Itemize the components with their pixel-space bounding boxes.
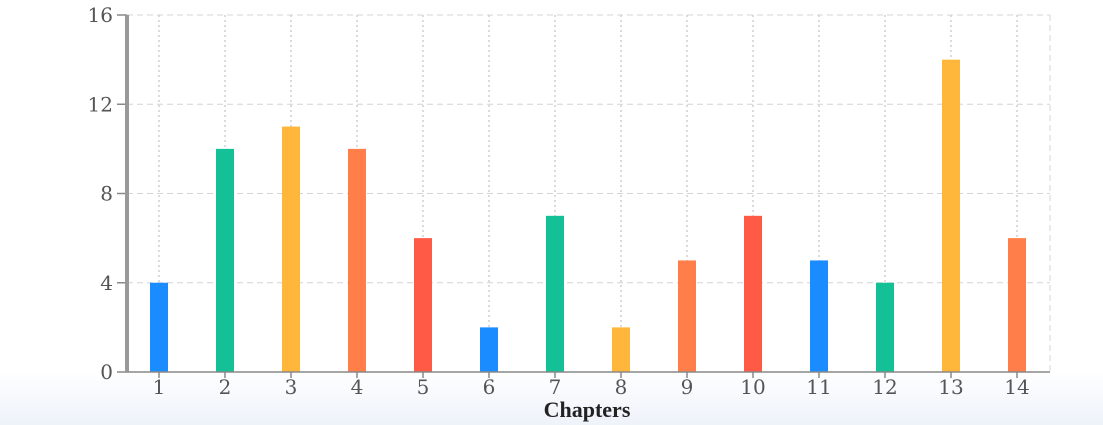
x-tick-label: 6 [483,375,496,399]
bar-chapter-10 [744,215,762,372]
axes [117,14,1050,378]
y-tick-label: 4 [100,271,113,295]
bar-chapter-9 [678,260,696,372]
bar-chapter-11 [810,260,828,372]
bar-chapter-7 [546,215,564,372]
bar-chapter-5 [414,238,432,372]
grid-lines [127,14,1051,372]
y-tick-label: 12 [88,92,113,116]
bar-chapter-13 [942,59,960,372]
y-tick-label: 16 [88,3,113,27]
x-tick-label: 3 [285,375,298,399]
x-tick-label: 14 [1004,375,1029,399]
bar-chapter-3 [282,126,300,372]
x-tick-label: 4 [351,375,364,399]
x-tick-label: 8 [615,375,628,399]
bar-chapter-4 [348,148,366,372]
x-tick-label: 12 [872,375,897,399]
x-tick-label: 7 [549,375,562,399]
y-tick-label: 8 [100,182,113,206]
x-tick-label: 5 [417,375,430,399]
x-axis-title: Chapters [544,397,631,422]
x-tick-label: 10 [740,375,765,399]
bar-chapter-1 [150,282,168,372]
bar-chapter-14 [1008,238,1026,372]
x-tick-label: 9 [681,375,694,399]
bar-chapter-8 [612,327,630,372]
y-tick-label: 0 [100,360,113,384]
bar-chapter-12 [876,282,894,372]
bars [150,59,1026,372]
x-tick-label: 13 [938,375,963,399]
x-tick-label: 11 [806,375,831,399]
bar-chapter-6 [480,327,498,372]
bar-chapter-2 [216,148,234,372]
x-tick-label: 2 [219,375,232,399]
x-tick-label: 1 [153,375,166,399]
